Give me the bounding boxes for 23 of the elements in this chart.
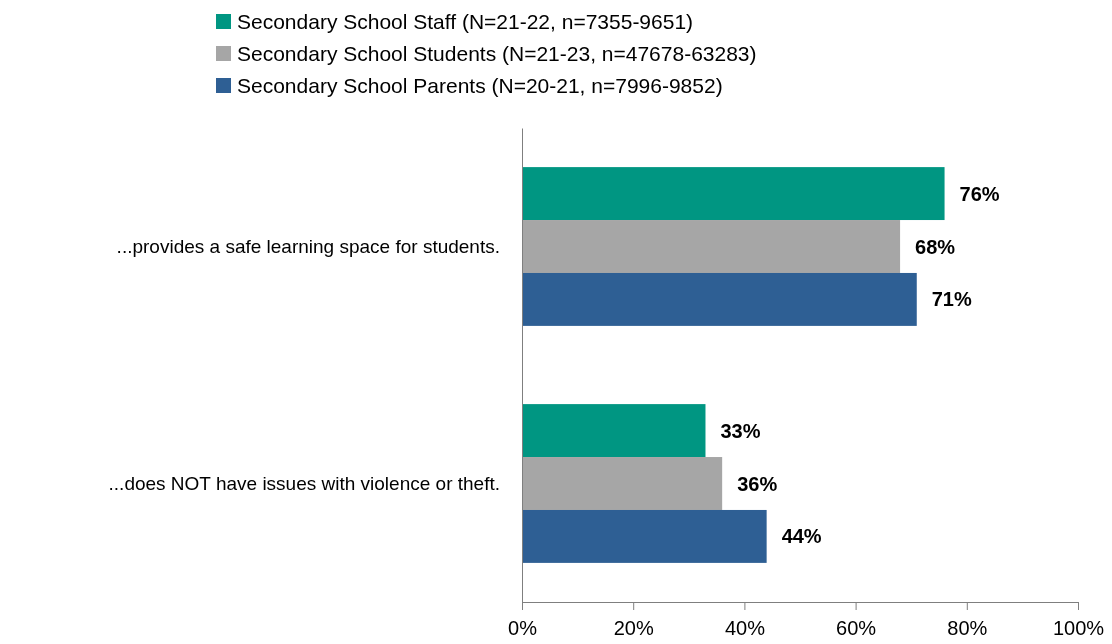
- legend-label: Secondary School Students (N=21-23, n=47678-63283): [237, 42, 757, 66]
- x-tick-label: 80%: [947, 617, 988, 639]
- data-label: 68%: [915, 235, 956, 258]
- x-tick-label: 0%: [508, 617, 538, 639]
- x-tick-label: 40%: [724, 617, 766, 639]
- bar: [522, 272, 917, 326]
- x-tick-label: 60%: [836, 617, 877, 639]
- bar: [522, 220, 901, 273]
- data-label: 33%: [720, 419, 761, 442]
- data-label: 71%: [931, 288, 973, 311]
- y-tick-label: ...does NOT have issues with violence or theft.: [108, 472, 500, 494]
- legend-label: Secondary School Parents (N=20-21, n=7996-9852): [237, 74, 723, 98]
- x-tick-label: 20%: [613, 617, 654, 639]
- bar: [522, 509, 767, 563]
- bar: [522, 167, 945, 221]
- bar: [522, 457, 723, 510]
- legend-label: Secondary School Staff (N=21-22, n=7355-9651): [237, 10, 694, 34]
- data-label: 76%: [959, 182, 1000, 205]
- data-label: 44%: [781, 525, 822, 548]
- y-tick-label: ...provides a safe learning space for students.: [116, 235, 500, 257]
- data-label: 36%: [737, 472, 778, 495]
- bar: [522, 404, 706, 458]
- x-tick-label: 100%: [1052, 617, 1105, 639]
